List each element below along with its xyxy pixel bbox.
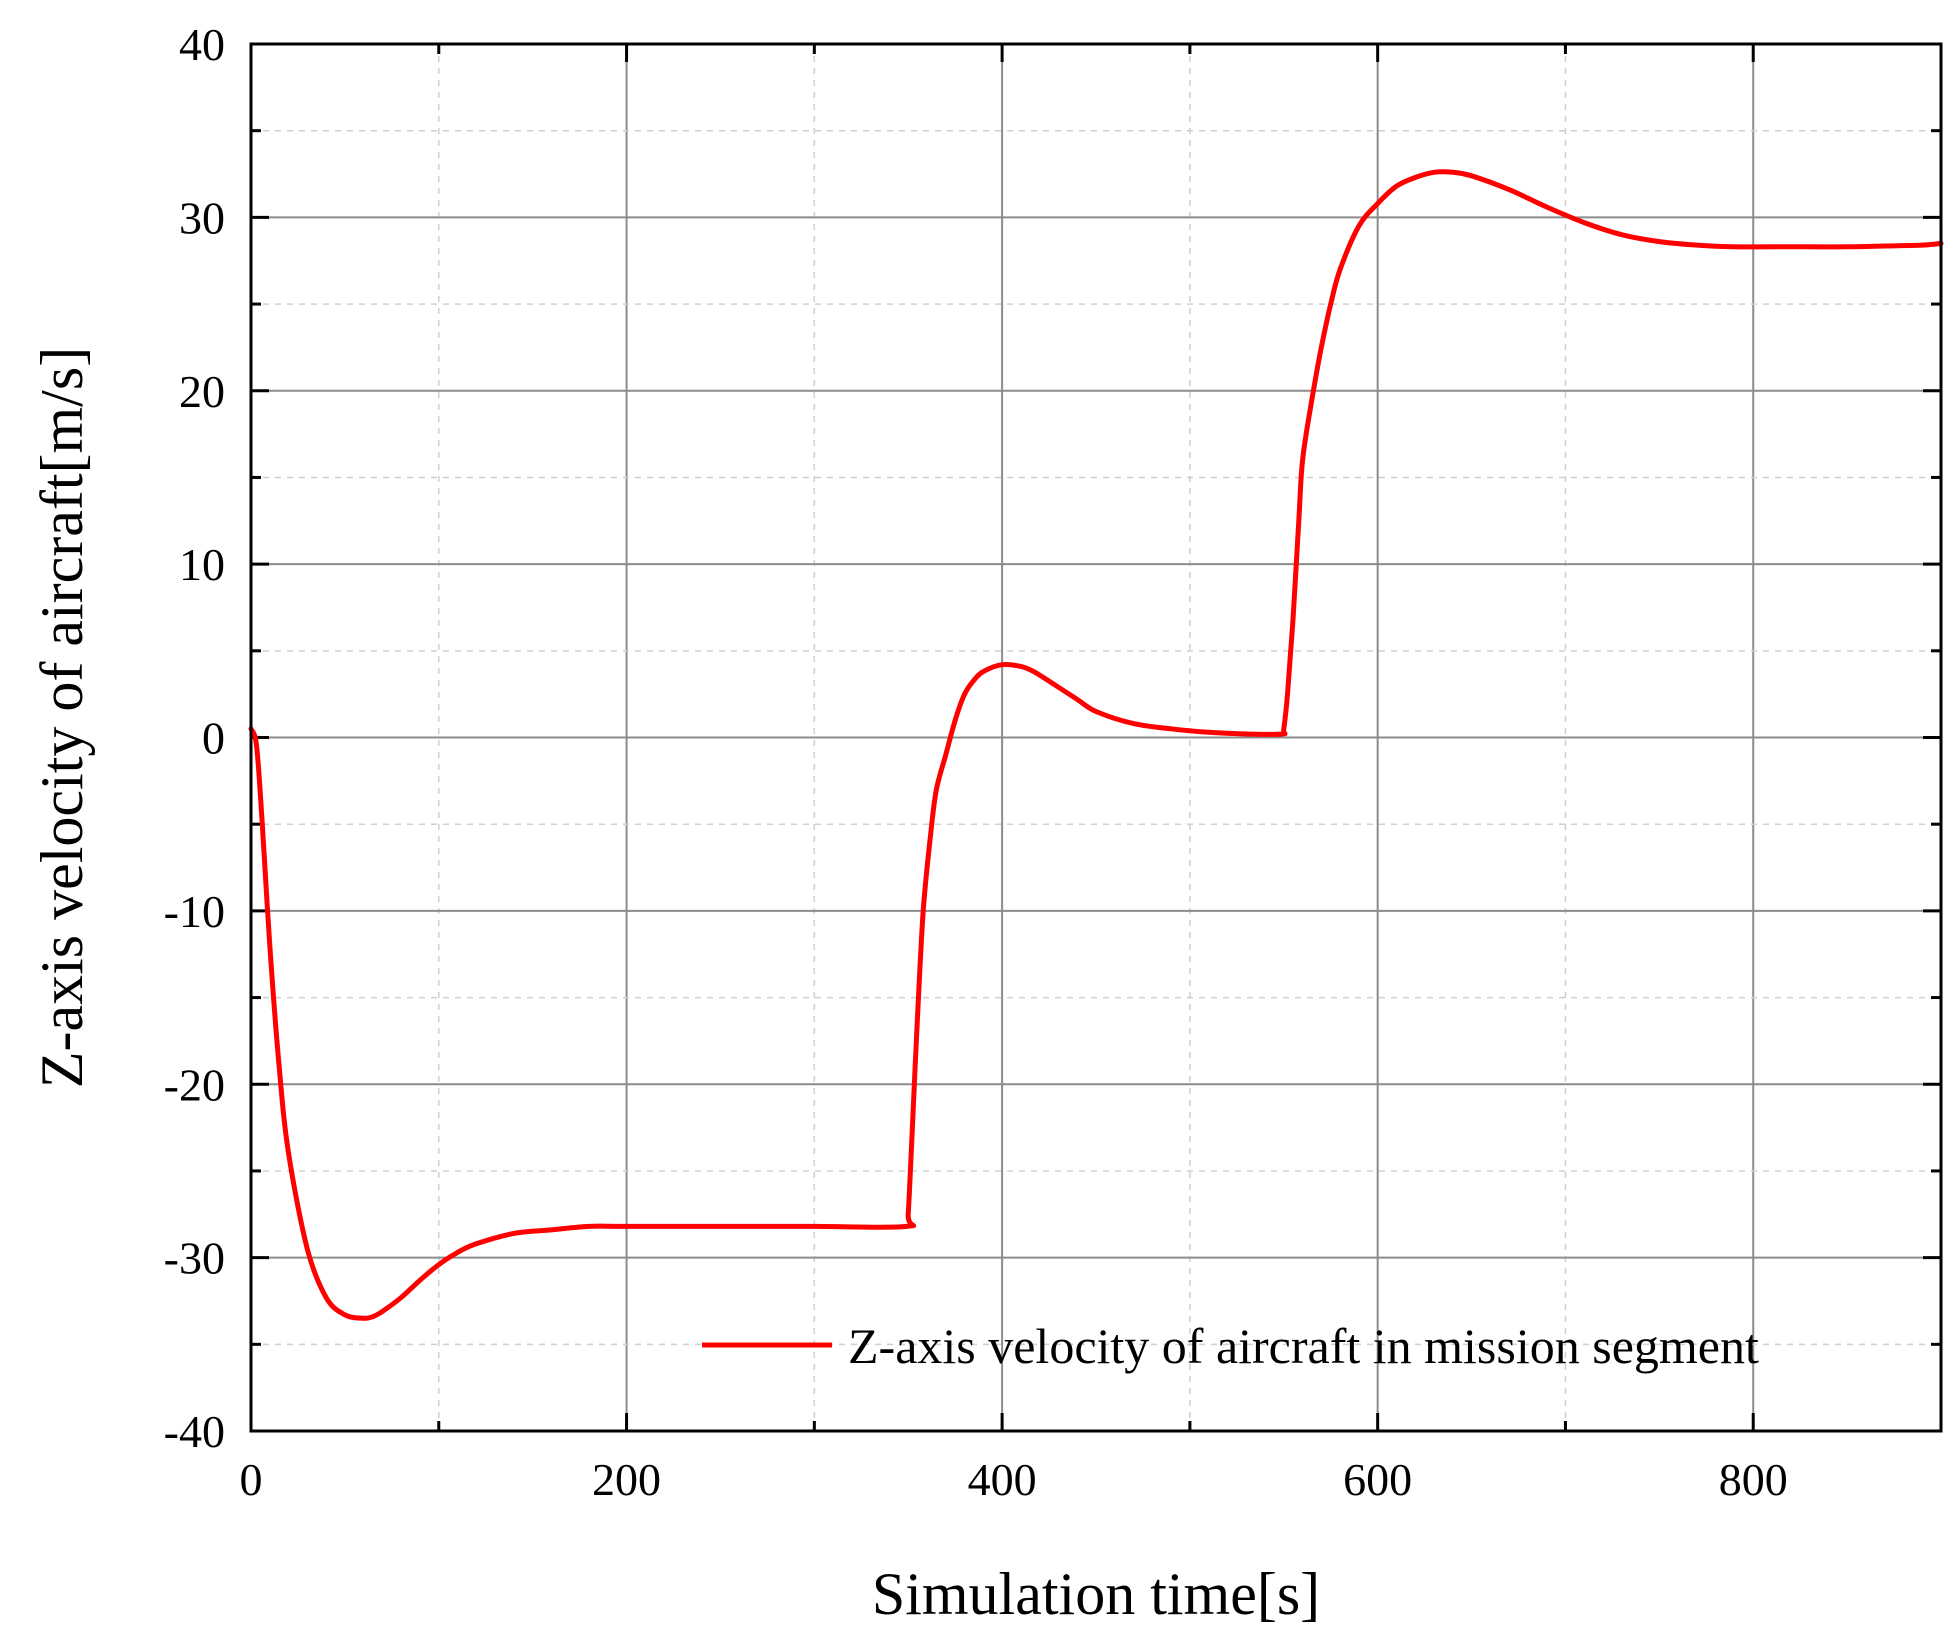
series-line-z-velocity [248,169,1944,1321]
x-tick-label: 800 [1719,1454,1788,1505]
y-tick-label: 10 [179,539,225,590]
y-tick-label: 0 [202,713,225,764]
y-tick-label: -40 [164,1406,225,1457]
legend-label: Z-axis velocity of aircraft in mission s… [848,1318,1759,1374]
plot-frame [249,42,1943,1433]
grid [251,44,1941,1431]
x-tick-label: 600 [1343,1454,1412,1505]
y-axis-title: Z-axis velocity of aircraft[m/s] [29,347,95,1088]
y-tick-label: -30 [164,1233,225,1284]
x-axis-title: Simulation time[s] [872,1561,1320,1627]
y-tick-label: 20 [179,366,225,417]
y-tick-label: 40 [179,19,225,70]
y-tick-label: -20 [164,1059,225,1110]
legend: Z-axis velocity of aircraft in mission s… [702,1318,1759,1374]
tick-labels: 0 200 400 600 800 40 30 20 10 0 -10 -20 -30 -40 [164,19,1788,1505]
x-tick-label: 0 [240,1454,263,1505]
x-tick-label: 400 [968,1454,1037,1505]
x-tick-label: 200 [592,1454,661,1505]
y-tick-label: -10 [164,886,225,937]
y-tick-label: 30 [179,192,225,243]
series-layer [248,169,1944,1321]
